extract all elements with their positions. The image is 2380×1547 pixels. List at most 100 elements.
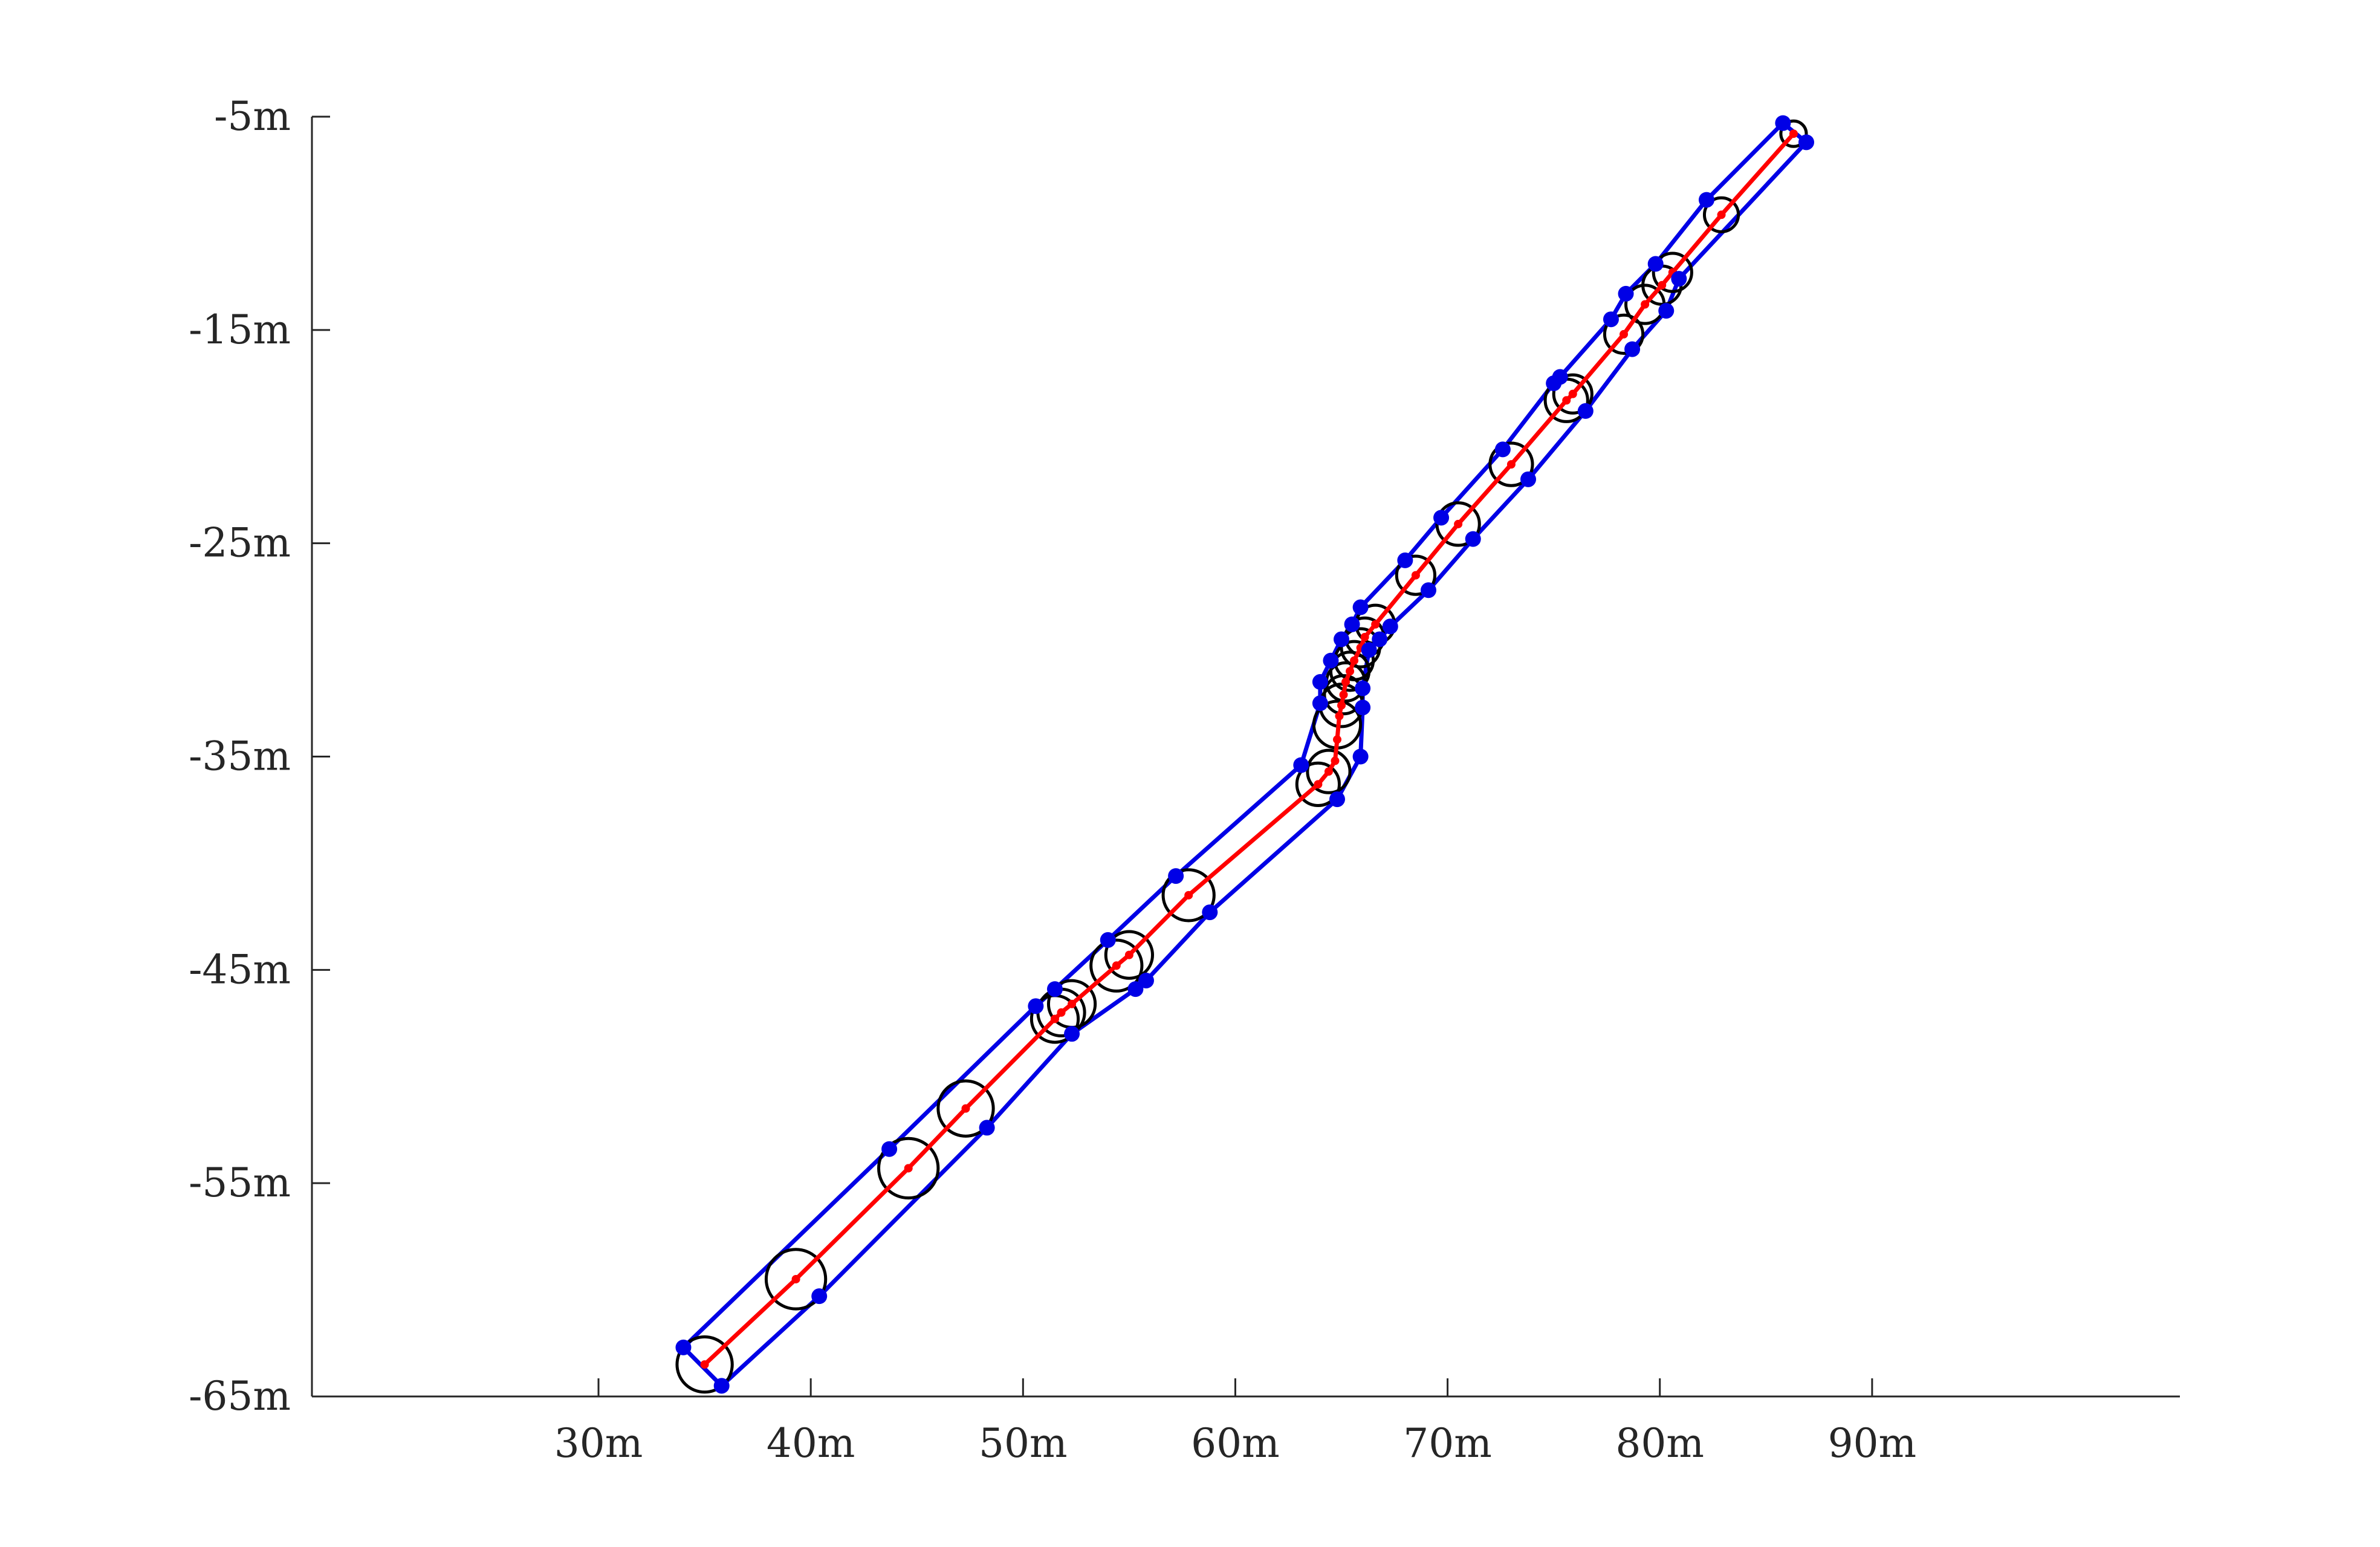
- path-point: [1057, 1008, 1066, 1017]
- y-tick-label: -25m: [189, 520, 291, 566]
- boundary-point: [1372, 631, 1388, 647]
- path-point: [1717, 210, 1726, 219]
- boundary-point: [1494, 441, 1511, 458]
- boundary-point: [1329, 791, 1345, 808]
- path-point: [1454, 519, 1463, 528]
- boundary-point: [881, 1141, 898, 1157]
- path-point: [1641, 300, 1650, 309]
- boundary-point: [1100, 932, 1116, 948]
- boundary-point: [1698, 192, 1714, 208]
- y-tick-label: -45m: [189, 946, 291, 993]
- clearance-circle: [1104, 930, 1154, 980]
- clearance-circle: [1652, 251, 1693, 293]
- boundary-point: [1552, 369, 1568, 385]
- path-point: [961, 1104, 970, 1113]
- path-point: [1658, 281, 1667, 290]
- boundary-point: [1127, 981, 1144, 997]
- x-tick-label: 40m: [767, 1420, 855, 1467]
- path-point: [1112, 961, 1121, 970]
- boundary-point: [1323, 652, 1339, 669]
- boundary-point: [1312, 674, 1328, 690]
- path-point: [1050, 1014, 1059, 1023]
- path-point: [1331, 756, 1340, 765]
- clearance-circle: [1295, 761, 1341, 807]
- path-point: [1562, 396, 1571, 405]
- boundary-point: [1312, 695, 1328, 712]
- boundary-point: [1397, 552, 1413, 568]
- boundary-point: [1168, 868, 1184, 884]
- path-point: [700, 1360, 709, 1369]
- boundary-point: [811, 1288, 828, 1305]
- x-tick-label: 80m: [1615, 1420, 1704, 1467]
- path-point: [1332, 735, 1341, 744]
- x-tick-label: 60m: [1191, 1420, 1280, 1467]
- path-point: [1411, 571, 1420, 580]
- x-tick-label: 30m: [554, 1420, 643, 1467]
- boundary-point: [1028, 998, 1044, 1014]
- axes: -5m -15m -25m -35m -45m -55m -65m 30m 40m 50m 60m 7…: [189, 93, 2180, 1467]
- clearance-circle: [1306, 748, 1352, 794]
- y-tick-label: -65m: [189, 1373, 291, 1419]
- path-point: [1789, 129, 1798, 138]
- boundary-point: [1046, 981, 1063, 997]
- x-tick-label: 50m: [979, 1420, 1068, 1467]
- path-point: [1337, 701, 1346, 710]
- clearance-circle: [1089, 938, 1144, 993]
- path-point: [1124, 950, 1133, 959]
- path-point: [791, 1274, 800, 1283]
- clearance-circle: [877, 1137, 940, 1200]
- path-point: [1346, 667, 1355, 676]
- boundary-point: [1361, 642, 1377, 658]
- clearance-circle: [1488, 441, 1534, 487]
- path-point: [904, 1164, 913, 1173]
- path-point: [1184, 890, 1193, 900]
- boundary-point: [1138, 972, 1154, 988]
- clearance-circle: [936, 1079, 995, 1138]
- clearance-circle: [1552, 373, 1594, 415]
- boundary-point: [1420, 582, 1436, 598]
- boundary-point: [1355, 680, 1371, 696]
- boundary-point: [979, 1120, 995, 1136]
- clearance-circle: [764, 1248, 828, 1311]
- path-point: [1314, 780, 1323, 789]
- boundary-point: [1334, 631, 1350, 647]
- boundary-point: [1775, 115, 1791, 131]
- boundary-point: [1658, 303, 1675, 319]
- path-point: [1506, 460, 1516, 469]
- boundary-point: [1603, 311, 1619, 328]
- boundary-point: [1624, 341, 1641, 357]
- boundary-point: [1352, 748, 1369, 765]
- path-point: [1324, 767, 1333, 776]
- boundary-right-line: [719, 140, 1809, 1388]
- boundary-point: [1618, 285, 1634, 302]
- boundary-point: [1293, 757, 1309, 773]
- boundary-point: [1577, 403, 1594, 419]
- path-point: [1568, 389, 1577, 398]
- boundary-point: [1798, 134, 1814, 151]
- path-point: [1350, 656, 1359, 665]
- clearance-circle: [1395, 554, 1437, 596]
- boundary-point: [675, 1339, 692, 1355]
- y-tick-label: -5m: [214, 93, 291, 140]
- clearance-circle: [675, 1335, 734, 1394]
- clearance-circle: [1161, 868, 1216, 923]
- path-line: [702, 131, 1796, 1367]
- path-point: [1360, 632, 1369, 641]
- boundary-point: [1202, 904, 1218, 921]
- x-tick-label: 90m: [1828, 1420, 1917, 1467]
- x-tick-label: 70m: [1403, 1420, 1492, 1467]
- y-tick-label: -15m: [189, 306, 291, 353]
- boundary-point: [1647, 256, 1664, 272]
- path-point: [1620, 329, 1629, 339]
- clearance-circle: [1702, 196, 1740, 233]
- path-point: [1339, 690, 1348, 699]
- path-point: [1335, 712, 1344, 721]
- plot-marks: [675, 115, 1814, 1394]
- boundary-point: [1382, 618, 1398, 635]
- boundary-point: [1433, 510, 1450, 526]
- boundary-point: [1352, 599, 1369, 615]
- boundary-point: [1355, 699, 1371, 716]
- boundary-point: [1465, 531, 1481, 547]
- y-tick-label: -35m: [189, 733, 291, 780]
